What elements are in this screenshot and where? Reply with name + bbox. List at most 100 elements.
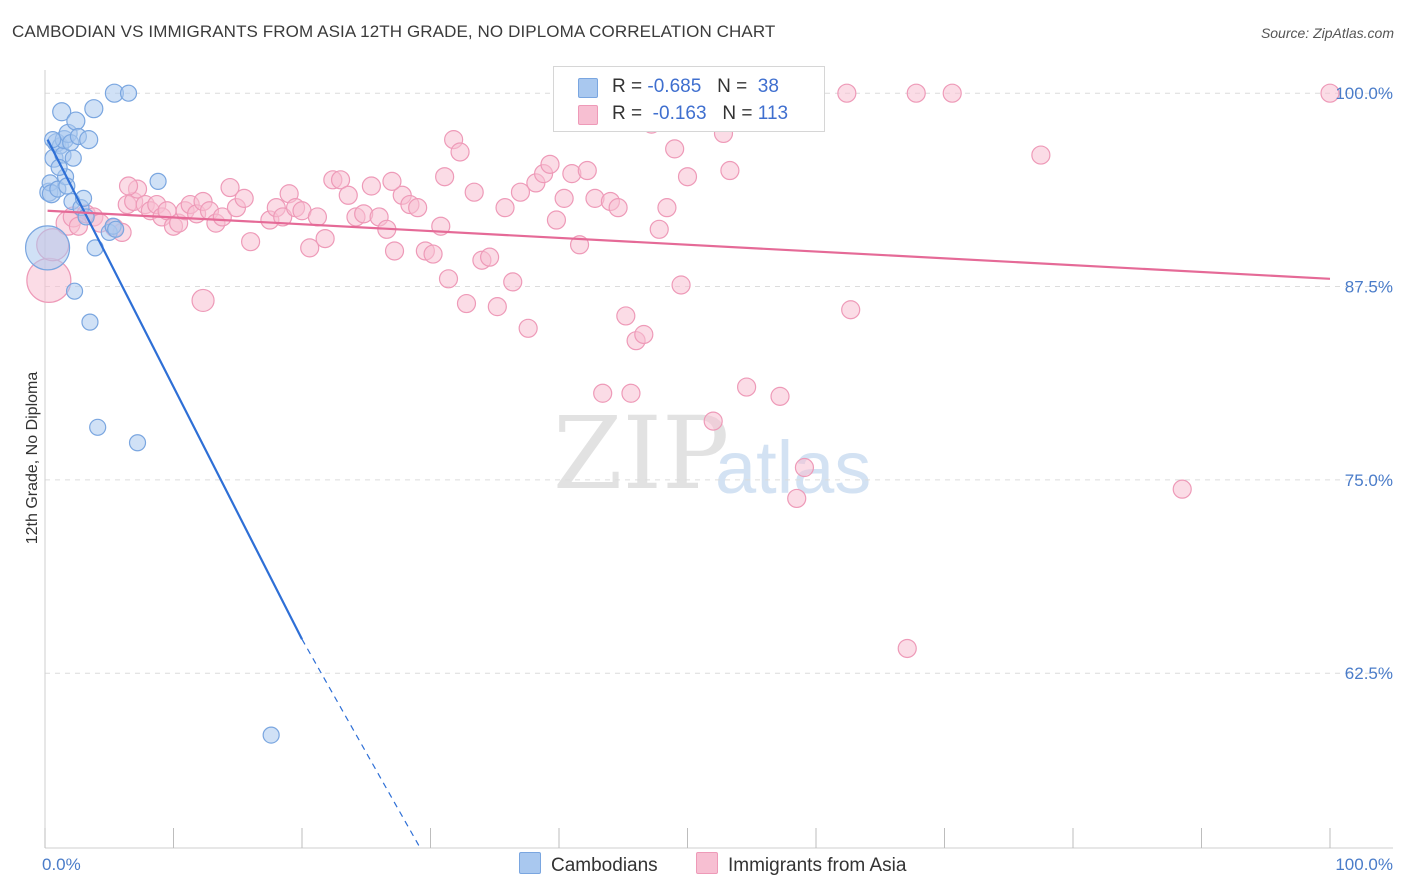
data-point-immigrants <box>562 164 582 184</box>
data-point-cambodians <box>128 434 147 452</box>
data-point-immigrants <box>456 293 477 314</box>
bottom-legend-swatch-blue <box>519 852 541 874</box>
data-point-immigrants <box>384 241 405 261</box>
x-tick-label: 100.0% <box>1335 855 1393 874</box>
y-tick-label: 62.5% <box>1345 664 1393 683</box>
data-point-immigrants <box>495 198 515 218</box>
data-point-cambodians <box>107 220 125 238</box>
legend-r-value-2: -0.163 <box>652 103 707 124</box>
data-point-immigrants <box>315 228 335 249</box>
data-point-cambodians <box>149 172 167 190</box>
data-point-immigrants <box>616 306 636 326</box>
data-point-immigrants <box>423 244 443 264</box>
data-point-immigrants <box>518 318 538 338</box>
data-point-cambodians <box>64 149 82 167</box>
data-point-immigrants <box>503 272 523 292</box>
data-point-cambodians <box>52 102 72 122</box>
series-immigrants-from-asia <box>26 83 1340 659</box>
legend-r-label-2: R = <box>612 103 643 124</box>
data-point-immigrants <box>649 219 669 239</box>
data-point-immigrants <box>118 176 139 196</box>
data-point-immigrants <box>435 167 455 187</box>
data-point-cambodians <box>66 111 86 131</box>
data-point-immigrants <box>657 198 677 218</box>
data-point-immigrants <box>608 198 628 218</box>
trend-lines <box>46 139 1331 849</box>
legend-n-label-1: N = <box>717 76 748 97</box>
tick-labels: 100.0% 87.5% 75.0% 62.5% 0.0% 100.0% <box>42 84 1393 874</box>
data-point-immigrants <box>671 275 691 295</box>
data-point-cambodians <box>79 130 99 150</box>
data-point-cambodians <box>119 84 138 102</box>
chart-title: CAMBODIAN VS IMMIGRANTS FROM ASIA 12TH G… <box>12 22 776 41</box>
data-point-immigrants <box>487 297 507 317</box>
data-point-immigrants <box>703 411 723 431</box>
legend-r-value-1: -0.685 <box>647 76 702 97</box>
data-point-cambodians <box>24 225 71 271</box>
data-point-immigrants <box>837 83 857 103</box>
data-point-immigrants <box>554 188 574 208</box>
correlation-legend: R = -0.685 N = 38 R = -0.163 N = 113 <box>553 66 825 132</box>
data-point-immigrants <box>361 176 381 196</box>
data-point-immigrants <box>770 386 790 406</box>
data-point-immigrants <box>307 207 328 227</box>
x-tick-label: 0.0% <box>42 855 81 874</box>
data-point-immigrants <box>677 167 698 187</box>
y-axis-title: 12th Grade, No Diploma <box>24 372 41 545</box>
data-point-immigrants <box>354 204 374 224</box>
data-point-immigrants <box>546 210 567 230</box>
series-cambodians <box>24 83 280 744</box>
y-tick-label: 100.0% <box>1335 84 1393 103</box>
watermark-zip: ZIP <box>553 395 730 512</box>
data-point-cambodians <box>65 282 84 300</box>
data-point-immigrants <box>382 171 402 191</box>
data-point-immigrants <box>1031 145 1051 165</box>
data-point-cambodians <box>44 131 62 149</box>
data-point-immigrants <box>634 324 654 345</box>
data-point-cambodians <box>89 418 107 436</box>
bottom-legend-label-cambodians: Cambodians <box>551 855 658 876</box>
legend-n-value-1: 38 <box>757 76 779 97</box>
data-point-immigrants <box>794 457 815 478</box>
data-point-immigrants <box>665 139 685 159</box>
data-point-immigrants <box>1172 479 1192 499</box>
y-tick-label: 75.0% <box>1345 471 1393 490</box>
data-point-cambodians <box>81 313 99 331</box>
data-point-immigrants <box>540 154 560 174</box>
data-point-cambodians <box>58 177 76 195</box>
data-point-immigrants <box>330 170 351 190</box>
data-point-immigrants <box>787 488 807 509</box>
bottom-legend-label-immigrants: Immigrants from Asia <box>728 855 907 876</box>
data-point-immigrants <box>621 383 641 403</box>
data-point-immigrants <box>220 177 240 198</box>
data-point-immigrants <box>510 182 531 202</box>
bottom-legend-immigrants[interactable]: Immigrants from Asia <box>696 852 906 877</box>
data-point-immigrants <box>841 300 861 320</box>
bottom-legend-cambodians[interactable]: Cambodians <box>519 852 658 877</box>
data-point-immigrants <box>577 160 597 181</box>
data-point-immigrants <box>300 238 320 258</box>
data-point-immigrants <box>338 185 358 205</box>
data-point-immigrants <box>897 638 917 659</box>
data-point-immigrants <box>450 142 470 162</box>
data-point-immigrants <box>942 83 962 103</box>
source-label: Source: ZipAtlas.com <box>1260 25 1394 41</box>
data-point-immigrants <box>191 288 215 313</box>
axes <box>44 70 1393 849</box>
legend-swatch-pink <box>578 105 598 125</box>
data-point-immigrants <box>408 198 428 218</box>
data-point-immigrants <box>737 377 757 397</box>
legend-r-label-1: R = <box>612 76 643 97</box>
data-point-immigrants <box>273 207 293 227</box>
data-point-immigrants <box>720 160 740 181</box>
trend-line-cambodians-extrapolated <box>301 638 421 849</box>
data-point-immigrants <box>234 188 254 208</box>
data-point-immigrants <box>241 232 261 252</box>
data-point-immigrants <box>593 383 613 403</box>
data-point-immigrants <box>464 182 484 202</box>
trend-line-immigrants <box>47 209 1331 280</box>
legend-swatch-blue <box>578 78 598 98</box>
data-point-cambodians <box>262 726 280 744</box>
grid-lines <box>45 92 1393 674</box>
